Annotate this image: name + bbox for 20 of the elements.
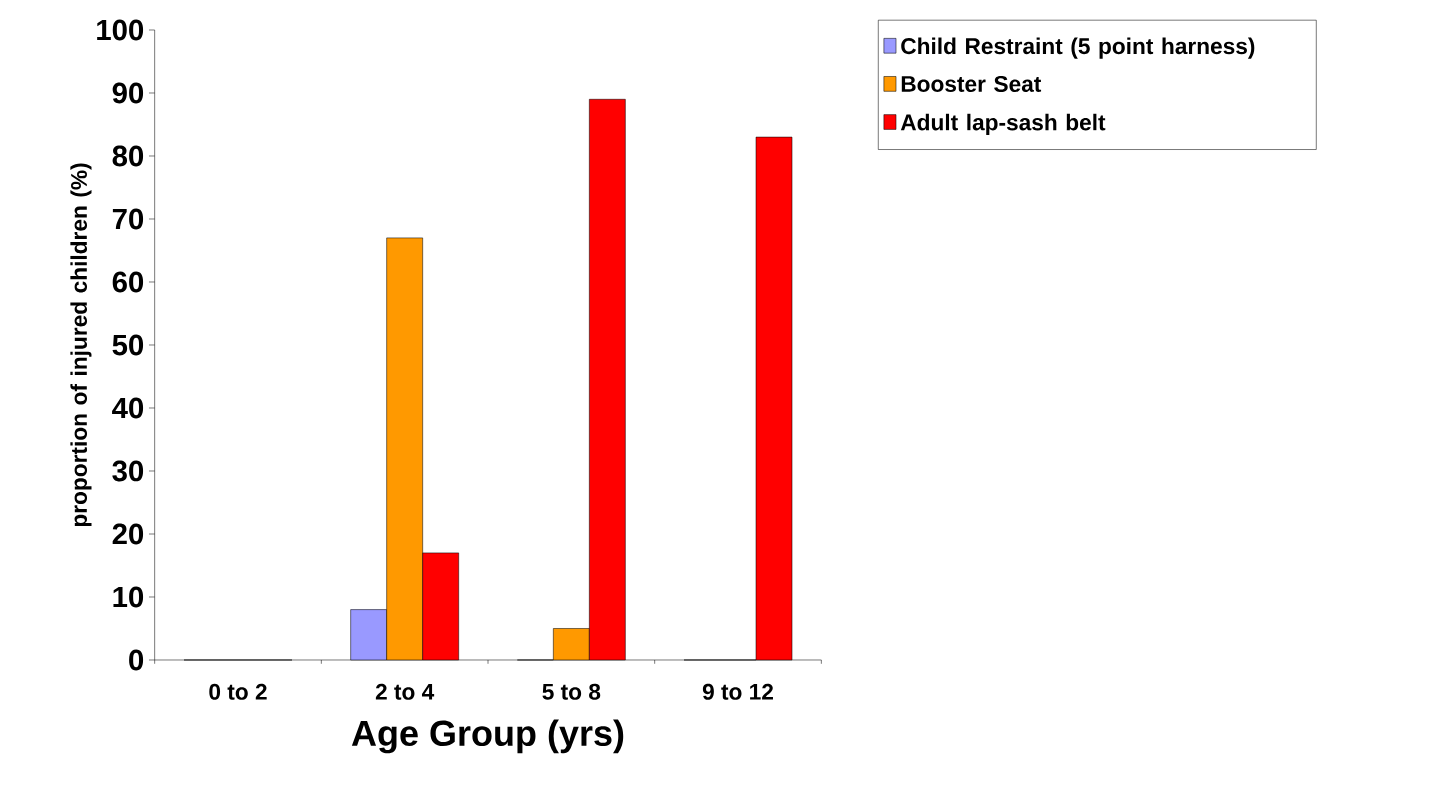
y-tick-label: 20 (112, 523, 144, 545)
y-tick-label: 70 (112, 208, 144, 230)
x-axis-title: Age Group (yrs) (351, 719, 624, 754)
legend-label: Adult lap-sash belt (900, 113, 1106, 135)
x-tick-label: 0 to 2 (209, 683, 267, 700)
y-tick-label: 80 (112, 145, 144, 167)
legend-label: Booster Seat (901, 75, 1042, 92)
x-tick-label: 2 to 4 (375, 683, 435, 700)
y-tick-label: 60 (112, 271, 144, 293)
y-tick-label: 0 (129, 649, 144, 671)
y-tick-label: 50 (112, 334, 144, 356)
y-tick-label: 30 (112, 460, 144, 482)
y-axis-title: proportion of injured children (%) (70, 163, 92, 527)
x-tick-label: 9 to 12 (702, 683, 773, 700)
y-tick-label: 100 (97, 19, 144, 41)
x-tick-label: 5 to 8 (542, 683, 601, 700)
legend-label: Child Restraint (5 point harness) (901, 37, 1255, 59)
y-tick-label: 90 (112, 82, 144, 104)
y-tick-label: 10 (113, 586, 144, 608)
y-tick-label: 40 (112, 397, 144, 419)
